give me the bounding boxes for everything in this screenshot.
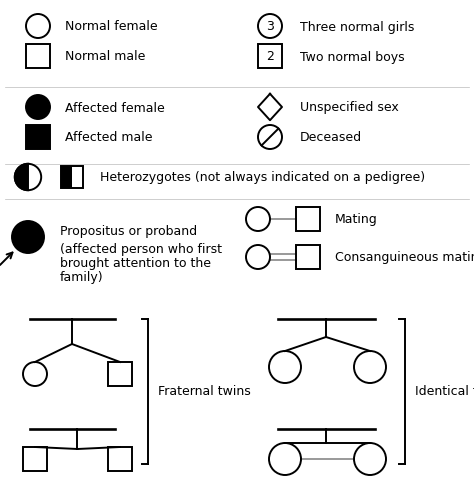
Wedge shape — [15, 165, 28, 191]
Text: brought attention to the: brought attention to the — [60, 257, 211, 270]
Text: Affected male: Affected male — [65, 131, 153, 144]
Bar — [61, 167, 72, 189]
Text: (affected person who first: (affected person who first — [60, 243, 222, 256]
Text: Mating: Mating — [335, 213, 378, 226]
Text: Unspecified sex: Unspecified sex — [300, 101, 399, 114]
Bar — [108, 447, 132, 471]
Text: Deceased: Deceased — [300, 131, 362, 144]
Bar — [296, 207, 320, 231]
Text: Two normal boys: Two normal boys — [300, 50, 405, 63]
Circle shape — [12, 222, 44, 253]
Text: Consanguineous mating: Consanguineous mating — [335, 251, 474, 264]
Text: Three normal girls: Three normal girls — [300, 21, 414, 34]
Text: family): family) — [60, 271, 104, 284]
Bar — [296, 245, 320, 269]
Bar — [26, 126, 50, 150]
Text: Identical twins: Identical twins — [415, 384, 474, 397]
Bar — [26, 45, 50, 69]
Bar — [23, 447, 47, 471]
Text: Heterozygotes (not always indicated on a pedigree): Heterozygotes (not always indicated on a… — [100, 171, 425, 184]
Text: Normal female: Normal female — [65, 21, 158, 34]
Bar — [61, 167, 83, 189]
Bar — [258, 45, 282, 69]
Circle shape — [26, 96, 50, 120]
Bar — [108, 362, 132, 386]
Text: 2: 2 — [266, 50, 274, 63]
Text: Propositus or proband: Propositus or proband — [60, 225, 197, 238]
Text: Fraternal twins: Fraternal twins — [158, 384, 251, 397]
Text: 3: 3 — [266, 21, 274, 34]
Text: Affected female: Affected female — [65, 101, 165, 114]
Text: Normal male: Normal male — [65, 50, 146, 63]
